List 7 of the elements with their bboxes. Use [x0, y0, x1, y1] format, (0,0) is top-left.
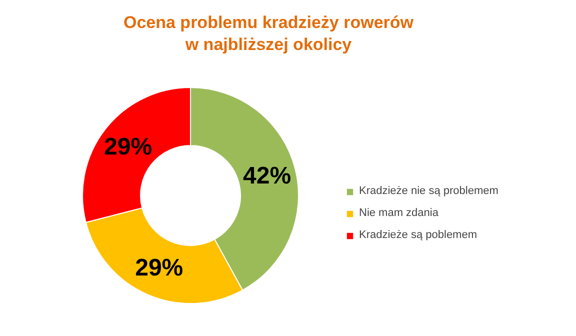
legend-label: Kradzieże są poblemem: [359, 229, 478, 241]
data-label: 29%: [135, 254, 184, 282]
legend-label: Kradzieże nie są problemem: [359, 185, 498, 197]
data-label: 29%: [104, 134, 152, 161]
data-label: 42%: [243, 162, 292, 190]
chart-title: Ocena problemu kradzieży rowerów w najbliższej okolicy: [123, 13, 414, 54]
legend-label: Nie mam zdania: [359, 207, 438, 219]
